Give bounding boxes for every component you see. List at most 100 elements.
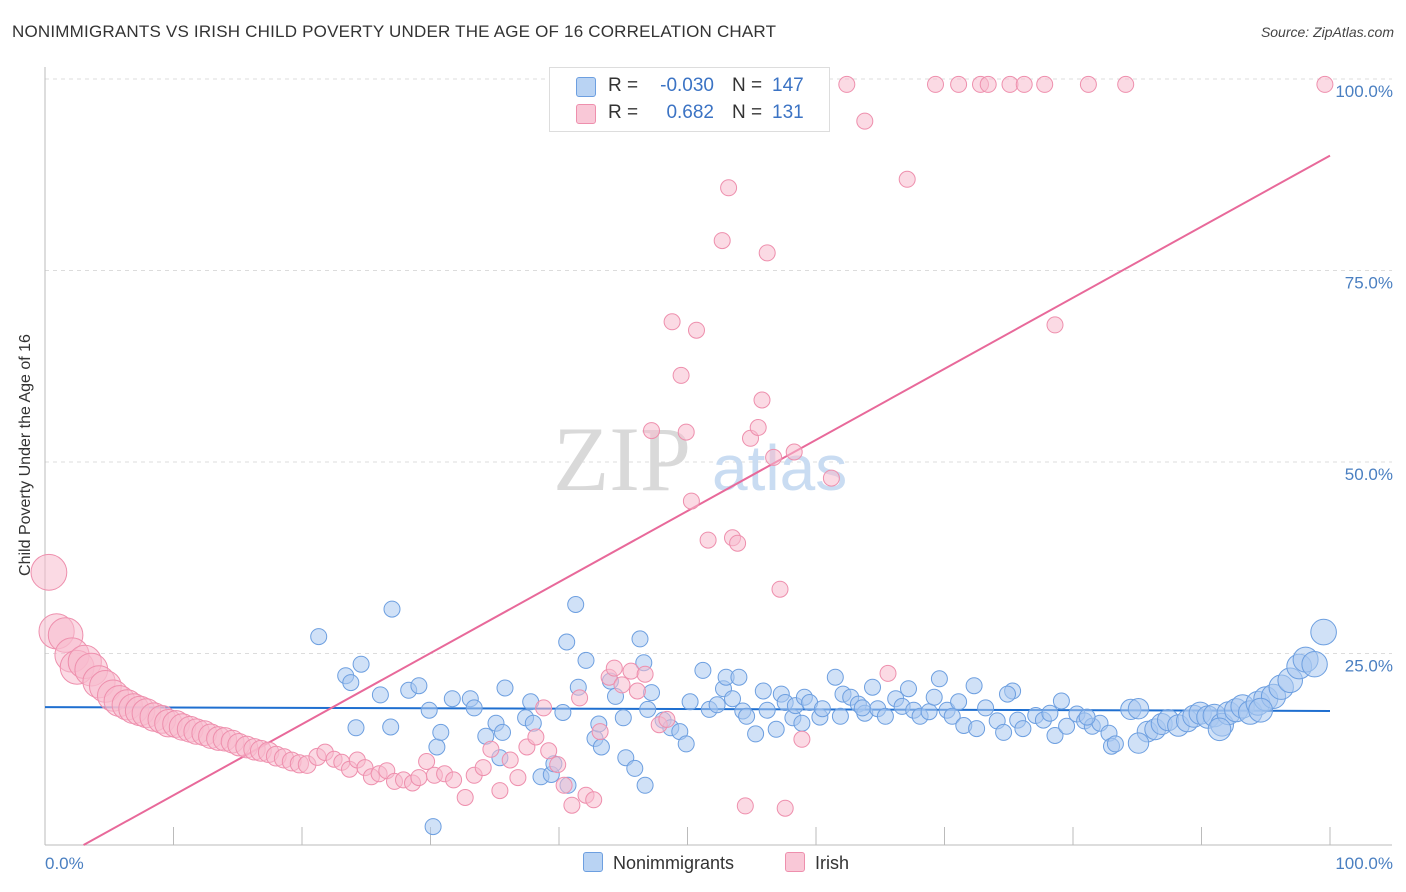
legend-r-label: R =	[608, 75, 639, 96]
nonimmigrants-point	[342, 674, 360, 692]
nonimmigrants-point	[793, 714, 811, 732]
irish-trend-line	[83, 154, 1331, 846]
bottom-swatch-pink	[785, 852, 805, 872]
irish-point	[501, 751, 519, 769]
nonimmigrants-point	[999, 685, 1016, 703]
irish-point	[771, 580, 789, 598]
chart-title: NONIMMIGRANTS VS IRISH CHILD POVERTY UND…	[12, 22, 777, 41]
nonimmigrants-point	[420, 701, 438, 719]
nonimmigrants-point	[1046, 727, 1064, 744]
irish-point	[793, 730, 811, 748]
irish-point	[628, 682, 646, 700]
irish-point	[1079, 75, 1097, 93]
irish-point	[456, 789, 474, 806]
legend-row-irish: R = 0.682 N = 131	[550, 101, 829, 127]
nonimmigrants-point	[943, 707, 961, 725]
legend-swatch-blue	[576, 77, 596, 97]
irish-point	[979, 75, 997, 93]
irish-point	[838, 75, 856, 93]
irish-point	[445, 771, 463, 789]
irish-point	[785, 443, 803, 461]
legend-n-label: N =	[732, 75, 763, 96]
legend-n-value: 147	[772, 75, 804, 96]
nonimmigrants-point	[577, 651, 595, 669]
irish-point	[682, 492, 700, 510]
nonimmigrants-point	[1014, 720, 1032, 738]
nonimmigrants-point	[371, 686, 389, 704]
source-credit: Source: ZipAtlas.com	[1260, 24, 1394, 40]
irish-point	[765, 448, 783, 466]
nonimmigrants-point	[767, 720, 785, 738]
nonimmigrants-point	[494, 723, 511, 741]
nonimmigrants-point	[965, 677, 983, 695]
irish-point	[950, 75, 968, 93]
irish-point	[474, 759, 492, 777]
nonimmigrants-point	[864, 678, 881, 696]
nonimmigrants-point	[1310, 618, 1337, 646]
irish-point	[527, 728, 545, 746]
nonimmigrants-point	[724, 690, 741, 708]
legend-n-value: 131	[772, 102, 804, 123]
nonimmigrants-point	[465, 699, 483, 717]
nonimmigrants-point	[694, 661, 712, 679]
nonimmigrants-point	[1106, 735, 1124, 753]
legend: R = -0.030 N = 147 R = 0.682 N = 131	[549, 67, 830, 132]
irish-point	[418, 753, 436, 770]
nonimmigrants-point	[925, 688, 943, 706]
x-tick-label: 0.0%	[45, 854, 84, 873]
nonimmigrants-point	[347, 719, 365, 737]
nonimmigrants-point	[631, 630, 649, 648]
nonimmigrants-point	[1078, 708, 1096, 726]
legend-r-value: -0.030	[660, 75, 714, 96]
nonimmigrants-point	[758, 701, 776, 719]
nonimmigrants-point	[626, 759, 644, 777]
nonimmigrants-point	[730, 668, 748, 686]
bottom-swatch-blue	[583, 852, 603, 872]
bottom-legend-label: Irish	[815, 853, 850, 873]
nonimmigrants-point	[831, 707, 849, 725]
irish-point	[1117, 75, 1135, 93]
irish-point	[591, 723, 609, 741]
legend-n-label: N =	[732, 102, 763, 123]
irish-point	[622, 662, 640, 680]
nonimmigrants-point	[567, 596, 585, 613]
nonimmigrants-point	[930, 670, 948, 688]
bottom-legend-label: Nonimmigrants	[613, 853, 735, 873]
irish-point	[605, 659, 623, 677]
legend-r-label: R =	[608, 102, 639, 123]
nonimmigrants-point	[754, 682, 772, 700]
nonimmigrants-point	[643, 684, 660, 702]
irish-point	[736, 797, 754, 815]
grid-lines	[45, 78, 1392, 654]
irish-point	[563, 796, 581, 814]
nonimmigrants-point	[950, 693, 968, 711]
irish-points	[30, 75, 1334, 817]
bottom-legend-nonimmigrants: Nonimmigrants	[583, 852, 734, 874]
nonimmigrants-point	[428, 738, 446, 756]
irish-point	[482, 740, 500, 758]
irish-point	[1001, 75, 1019, 93]
irish-point	[491, 782, 509, 800]
irish-point	[720, 179, 738, 197]
nonimmigrants-point	[995, 723, 1013, 741]
legend-swatch-pink	[576, 104, 596, 124]
irish-point	[1036, 75, 1054, 93]
irish-point	[856, 112, 874, 130]
irish-point	[1316, 75, 1334, 93]
irish-point	[1046, 316, 1064, 334]
nonimmigrants-point	[747, 725, 765, 743]
irish-point	[509, 769, 527, 787]
irish-point	[729, 534, 747, 552]
nonimmigrants-point	[1041, 704, 1059, 722]
irish-point	[713, 232, 731, 250]
irish-point	[30, 553, 68, 591]
irish-point	[672, 366, 690, 384]
bottom-legend-irish: Irish	[785, 852, 849, 874]
irish-point	[677, 423, 695, 441]
nonimmigrants-point	[738, 707, 756, 725]
nonimmigrants-point	[920, 703, 938, 721]
nonimmigrants-point	[1301, 651, 1328, 678]
nonimmigrants-point	[900, 680, 917, 698]
nonimmigrants-point	[383, 600, 401, 618]
